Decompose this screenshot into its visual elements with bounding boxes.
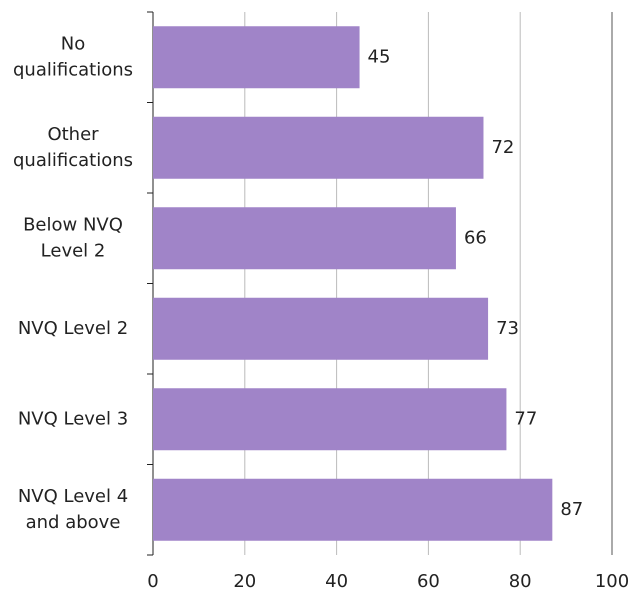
y-tick-label-line: Below NVQ (23, 214, 123, 235)
bar (153, 297, 489, 360)
y-tick-label: No qualifications (13, 33, 133, 80)
y-tick-label-line: qualifications (13, 150, 133, 171)
x-tick-label: 100 (595, 571, 629, 592)
x-tick-label: 20 (233, 571, 256, 592)
y-tick-label-line: NVQ Level 2 (18, 318, 128, 339)
value-label: 87 (560, 499, 583, 520)
x-tick-label: 80 (509, 571, 532, 592)
y-tick-label: NVQ Level 2 (18, 318, 128, 339)
x-tick-label: 60 (417, 571, 440, 592)
value-label: 73 (496, 318, 519, 339)
bar (153, 478, 553, 541)
y-tick-label: Other qualifications (13, 124, 133, 171)
bar (153, 207, 456, 270)
value-label: 66 (464, 227, 487, 248)
y-tick-label-line: NVQ Level 3 (18, 408, 128, 429)
bar (153, 26, 360, 89)
value-label: 45 (368, 46, 391, 67)
y-tick-label-line: Level 2 (41, 240, 106, 261)
y-tick-label-line: Other (47, 124, 99, 145)
y-tick-label-line: No (61, 33, 85, 54)
value-label: 77 (514, 408, 537, 429)
bar (153, 116, 484, 179)
bar (153, 388, 507, 451)
y-tick-label: NVQ Level 3 (18, 408, 128, 429)
x-tick-label: 40 (325, 571, 348, 592)
y-tick-label-line: and above (26, 512, 121, 533)
y-tick-label-line: qualifications (13, 59, 133, 80)
y-tick-label: Below NVQ Level 2 (23, 214, 123, 261)
y-tick-label-line: NVQ Level 4 (18, 486, 128, 507)
value-label: 72 (491, 137, 514, 158)
y-tick-label: NVQ Level 4 and above (18, 486, 128, 533)
x-tick-label: 0 (147, 571, 158, 592)
